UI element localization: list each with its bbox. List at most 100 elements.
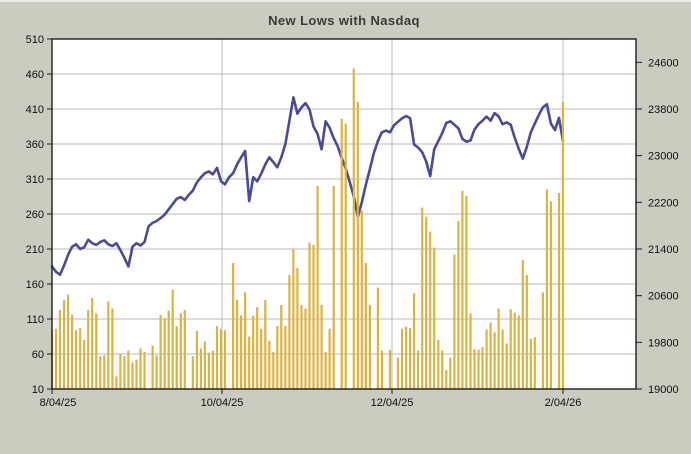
new-lows-bar (533, 337, 536, 389)
new-lows-bar (521, 260, 524, 389)
new-lows-bar (58, 309, 62, 389)
new-lows-bar (219, 328, 223, 389)
new-lows-bar (525, 274, 528, 389)
new-lows-bar (67, 294, 70, 389)
new-lows-bar (195, 330, 198, 389)
new-lows-bar (91, 298, 94, 389)
new-lows-bar (79, 328, 82, 389)
left-axis-label: 160 (26, 279, 44, 291)
new-lows-bar (368, 305, 371, 389)
new-lows-bar (99, 356, 102, 389)
new-lows-bar (312, 244, 315, 389)
new-lows-bar (123, 356, 126, 389)
new-lows-bar (401, 328, 404, 389)
new-lows-bar (248, 336, 251, 389)
new-lows-bar (320, 305, 323, 389)
new-lows-bar (163, 318, 166, 389)
new-lows-bar (344, 123, 347, 389)
left-axis-label: 10 (32, 384, 44, 396)
left-axis-label: 510 (26, 34, 44, 46)
left-axis-label: 60 (32, 349, 44, 361)
new-lows-bar (352, 68, 355, 390)
new-lows-bar (461, 190, 464, 389)
new-lows-bar (155, 355, 158, 389)
new-lows-bar (119, 354, 122, 389)
new-lows-bar (473, 349, 476, 389)
new-lows-bar (505, 343, 508, 389)
new-lows-bar (256, 307, 259, 389)
new-lows-bar (223, 330, 227, 389)
right-axis-label: 24600 (648, 57, 679, 69)
new-lows-bar (179, 313, 182, 389)
right-axis-label: 21400 (648, 244, 679, 256)
new-lows-bar (292, 249, 295, 389)
new-lows-bar (175, 326, 178, 389)
left-axis-label: 410 (26, 104, 44, 116)
new-lows-bar (207, 352, 210, 389)
new-lows-bar (417, 350, 420, 389)
new-lows-bar (380, 350, 383, 389)
left-axis-label: 110 (26, 314, 44, 326)
new-lows-bar (83, 340, 86, 389)
right-axis-label: 19000 (648, 384, 679, 396)
new-lows-bar (240, 315, 243, 389)
new-lows-bar (159, 314, 162, 389)
new-lows-bar (493, 332, 496, 389)
nasdaq-line (50, 96, 565, 277)
new-lows-bar (191, 356, 194, 389)
new-lows-bar (517, 315, 520, 389)
new-lows-bar (457, 221, 460, 389)
x-axis-label: 10/04/25 (201, 397, 244, 409)
right-axis-label: 23000 (648, 151, 679, 163)
right-axis-label: 20600 (648, 291, 679, 303)
left-axis-label: 260 (26, 209, 44, 221)
new-lows-bar (296, 267, 299, 389)
new-lows-bar (328, 328, 331, 389)
x-axis-label: 8/04/25 (40, 397, 77, 409)
left-axis-label: 360 (26, 139, 44, 151)
new-lows-bar (199, 348, 202, 389)
new-lows-bar (276, 326, 279, 389)
new-lows-bar (376, 287, 379, 389)
new-lows-bar (509, 309, 512, 389)
new-lows-bar (95, 313, 98, 389)
new-lows-bar (469, 313, 472, 389)
right-axis-label: 22200 (648, 197, 679, 209)
new-lows-bar (171, 289, 174, 389)
new-lows-bar (360, 210, 363, 389)
new-lows-bar (340, 118, 343, 390)
new-lows-bar (449, 357, 452, 389)
new-lows-bar (107, 301, 110, 389)
new-lows-bar (300, 305, 303, 389)
new-lows-bar (316, 186, 319, 389)
new-lows-bar (183, 309, 186, 389)
new-lows-bar (284, 326, 287, 389)
new-lows-bar (413, 293, 416, 389)
new-lows-bar (545, 189, 548, 389)
x-axis-label: 2/04/26 (545, 397, 582, 409)
new-lows-bar (111, 308, 114, 389)
new-lows-bar (453, 254, 456, 389)
new-lows-bar (465, 195, 468, 389)
new-lows-bar (485, 329, 488, 389)
new-lows-bar (143, 351, 146, 389)
new-lows-bar (541, 292, 544, 389)
left-axis-label: 310 (26, 174, 44, 186)
x-axis-label: 12/04/25 (371, 397, 414, 409)
new-lows-bar (557, 193, 561, 389)
new-lows-bar (215, 326, 219, 389)
new-lows-bar (252, 315, 255, 389)
new-lows-bar (63, 300, 66, 389)
new-lows-bar (54, 328, 58, 389)
new-lows-bar (280, 305, 283, 389)
new-lows-bar (236, 300, 239, 389)
new-lows-bar (501, 329, 504, 389)
new-lows-bar (477, 349, 480, 389)
new-lows-bar (356, 102, 359, 389)
new-lows-bar (131, 362, 134, 389)
new-lows-bar (513, 312, 516, 389)
new-lows-bar (433, 247, 436, 389)
new-lows-bar (232, 263, 235, 389)
